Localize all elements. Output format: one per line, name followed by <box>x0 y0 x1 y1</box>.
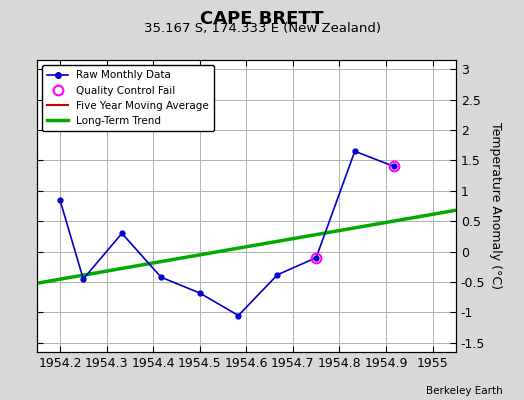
Legend: Raw Monthly Data, Quality Control Fail, Five Year Moving Average, Long-Term Tren: Raw Monthly Data, Quality Control Fail, … <box>42 65 214 131</box>
Text: 35.167 S, 174.333 E (New Zealand): 35.167 S, 174.333 E (New Zealand) <box>144 22 380 35</box>
Text: Berkeley Earth: Berkeley Earth <box>427 386 503 396</box>
Text: CAPE BRETT: CAPE BRETT <box>200 10 324 28</box>
Y-axis label: Temperature Anomaly (°C): Temperature Anomaly (°C) <box>489 122 502 290</box>
